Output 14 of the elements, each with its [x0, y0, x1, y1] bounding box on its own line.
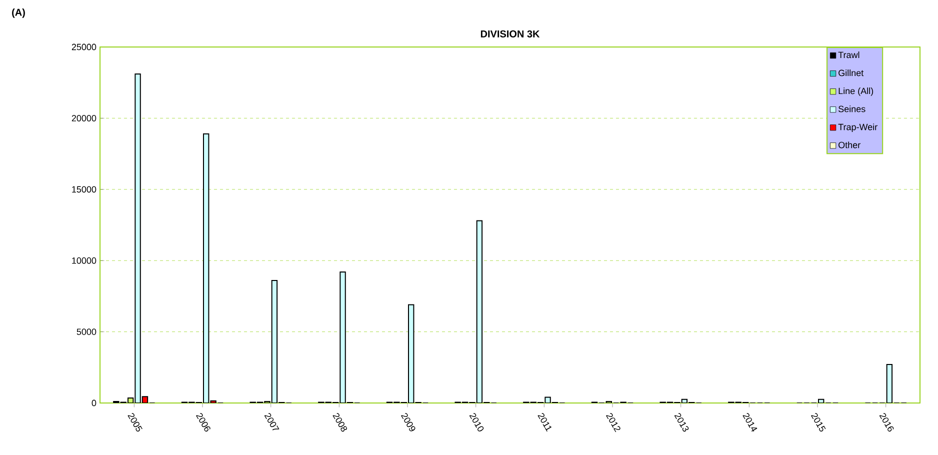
y-tick-label: 15000: [72, 186, 96, 193]
legend-label: Trap-Weir: [838, 124, 878, 132]
y-tick-label: 10000: [72, 257, 96, 264]
y-tick-label: 5000: [76, 328, 96, 335]
legend-label: Seines: [838, 106, 866, 112]
legend-label: Gillnet: [838, 70, 864, 76]
legend-label: Trawl: [838, 51, 860, 58]
legend-label: Line (All): [838, 88, 874, 96]
text: (A): [12, 8, 25, 18]
y-tick-label: 0: [92, 400, 96, 406]
chart-title: DIVISION 3K: [480, 30, 540, 38]
y-tick-label: 25000: [72, 44, 96, 50]
y-tick-label: 20000: [72, 115, 96, 122]
legend-label: Other: [838, 142, 860, 148]
